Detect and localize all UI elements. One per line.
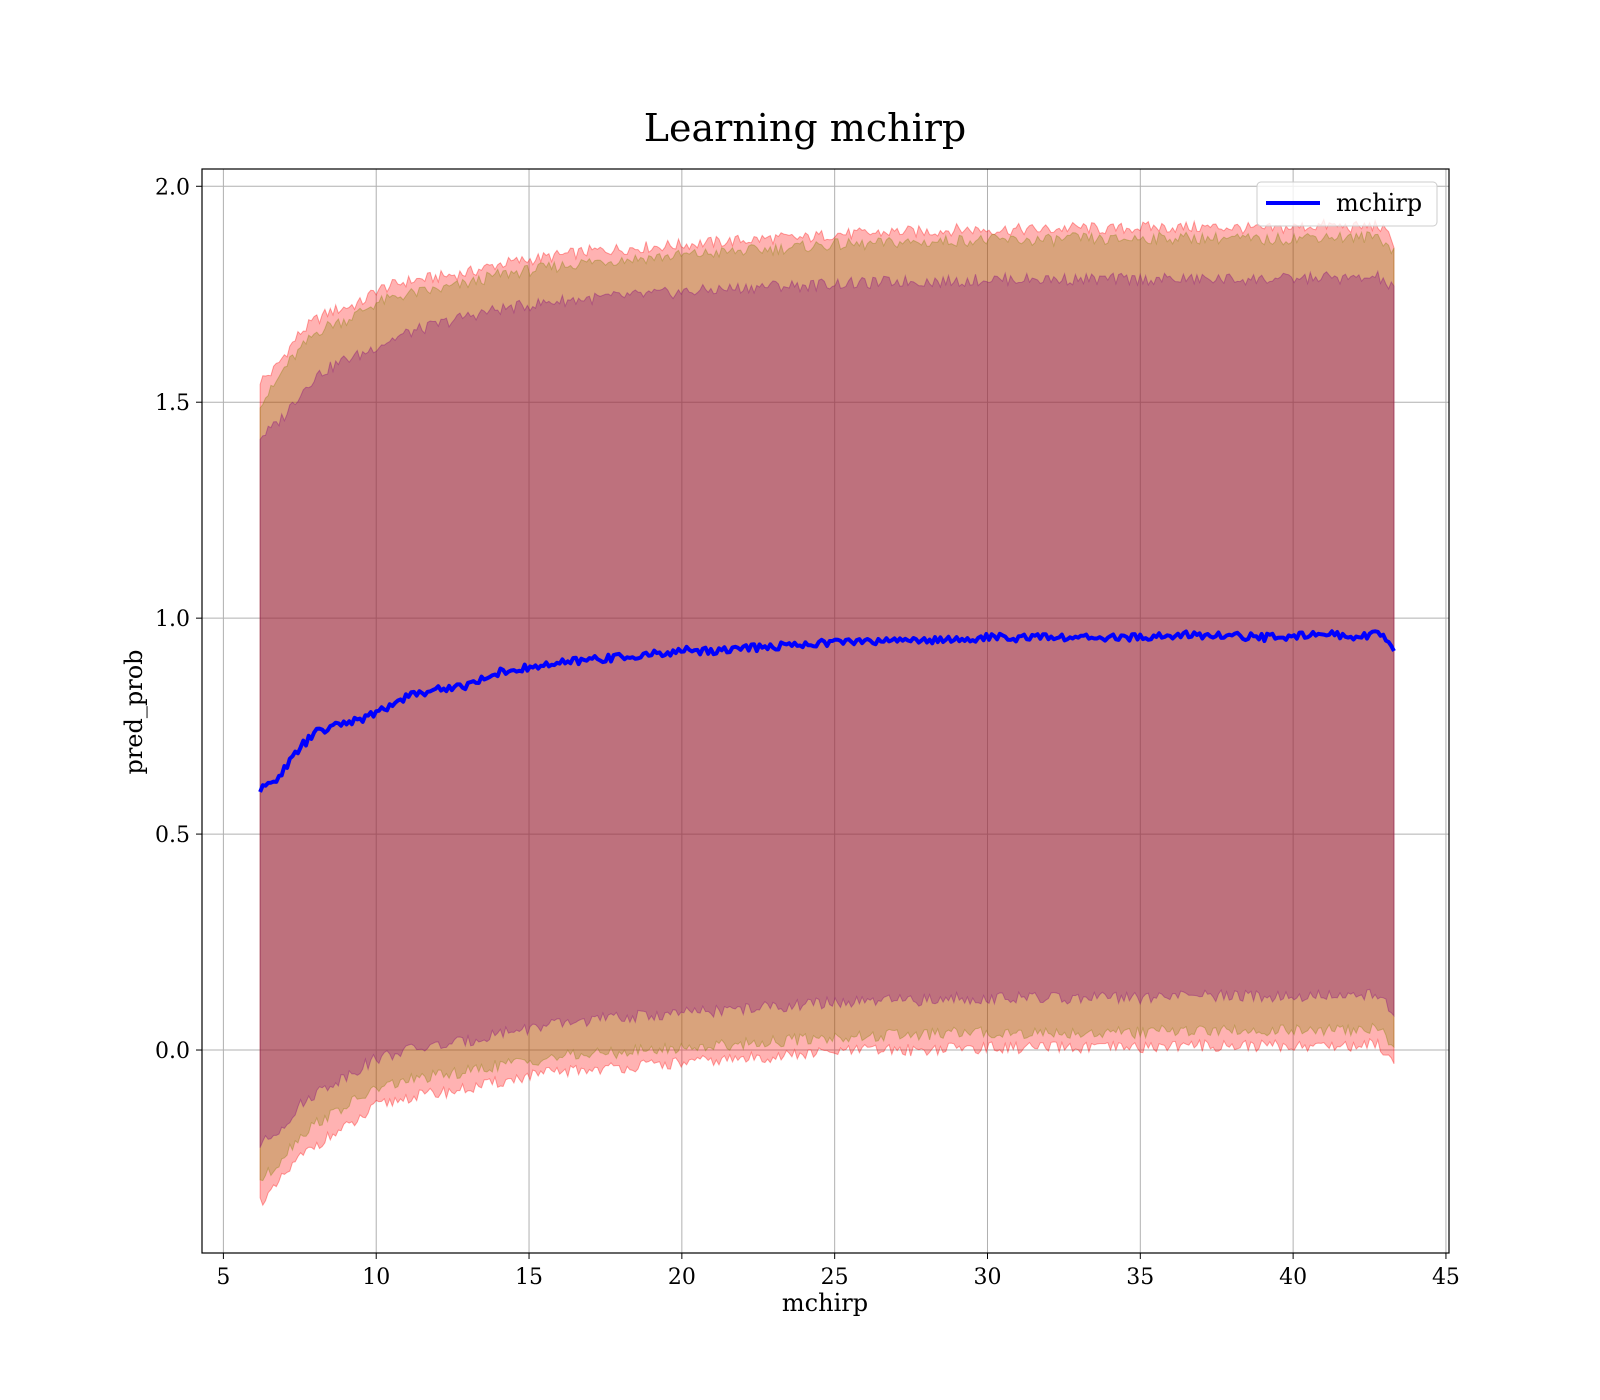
ticks: 5 10 15 20 25 30 35 40 45 0.0 0.5 1.0 1.5 2.0	[155, 175, 1460, 1290]
x-tick-label: 35	[1126, 1265, 1154, 1290]
y-tick-label: 2.0	[155, 175, 190, 200]
bands	[259, 218, 1395, 1207]
y-axis-label: pred_prob	[120, 649, 148, 774]
x-tick-label: 45	[1432, 1265, 1460, 1290]
confidence-band	[259, 230, 1395, 1182]
plot-frame	[201, 168, 1450, 1254]
x-tick-label: 25	[821, 1265, 849, 1290]
x-tick-label: 15	[515, 1265, 543, 1290]
y-tick-label: 1.5	[155, 391, 190, 416]
series-lines	[258, 629, 1396, 793]
grid	[202, 169, 1449, 1253]
legend: mchirp	[1256, 181, 1438, 227]
legend-label: mchirp	[1336, 189, 1422, 217]
x-tick-label: 20	[668, 1265, 696, 1290]
x-tick-label: 40	[1279, 1265, 1307, 1290]
confidence-band	[259, 218, 1395, 1207]
y-tick-label: 0.0	[155, 1039, 190, 1064]
y-tick-label: 1.0	[155, 607, 190, 632]
y-tick-label: 0.5	[155, 823, 190, 848]
x-axis-label: mchirp	[782, 1289, 868, 1317]
x-tick-label: 10	[362, 1265, 390, 1290]
x-tick-label: 5	[216, 1265, 230, 1290]
chart-title: Learning mchirp	[644, 106, 966, 150]
legend-box	[1256, 181, 1438, 227]
series-line	[258, 629, 1396, 793]
x-tick-label: 30	[973, 1265, 1001, 1290]
confidence-band	[259, 269, 1395, 1148]
